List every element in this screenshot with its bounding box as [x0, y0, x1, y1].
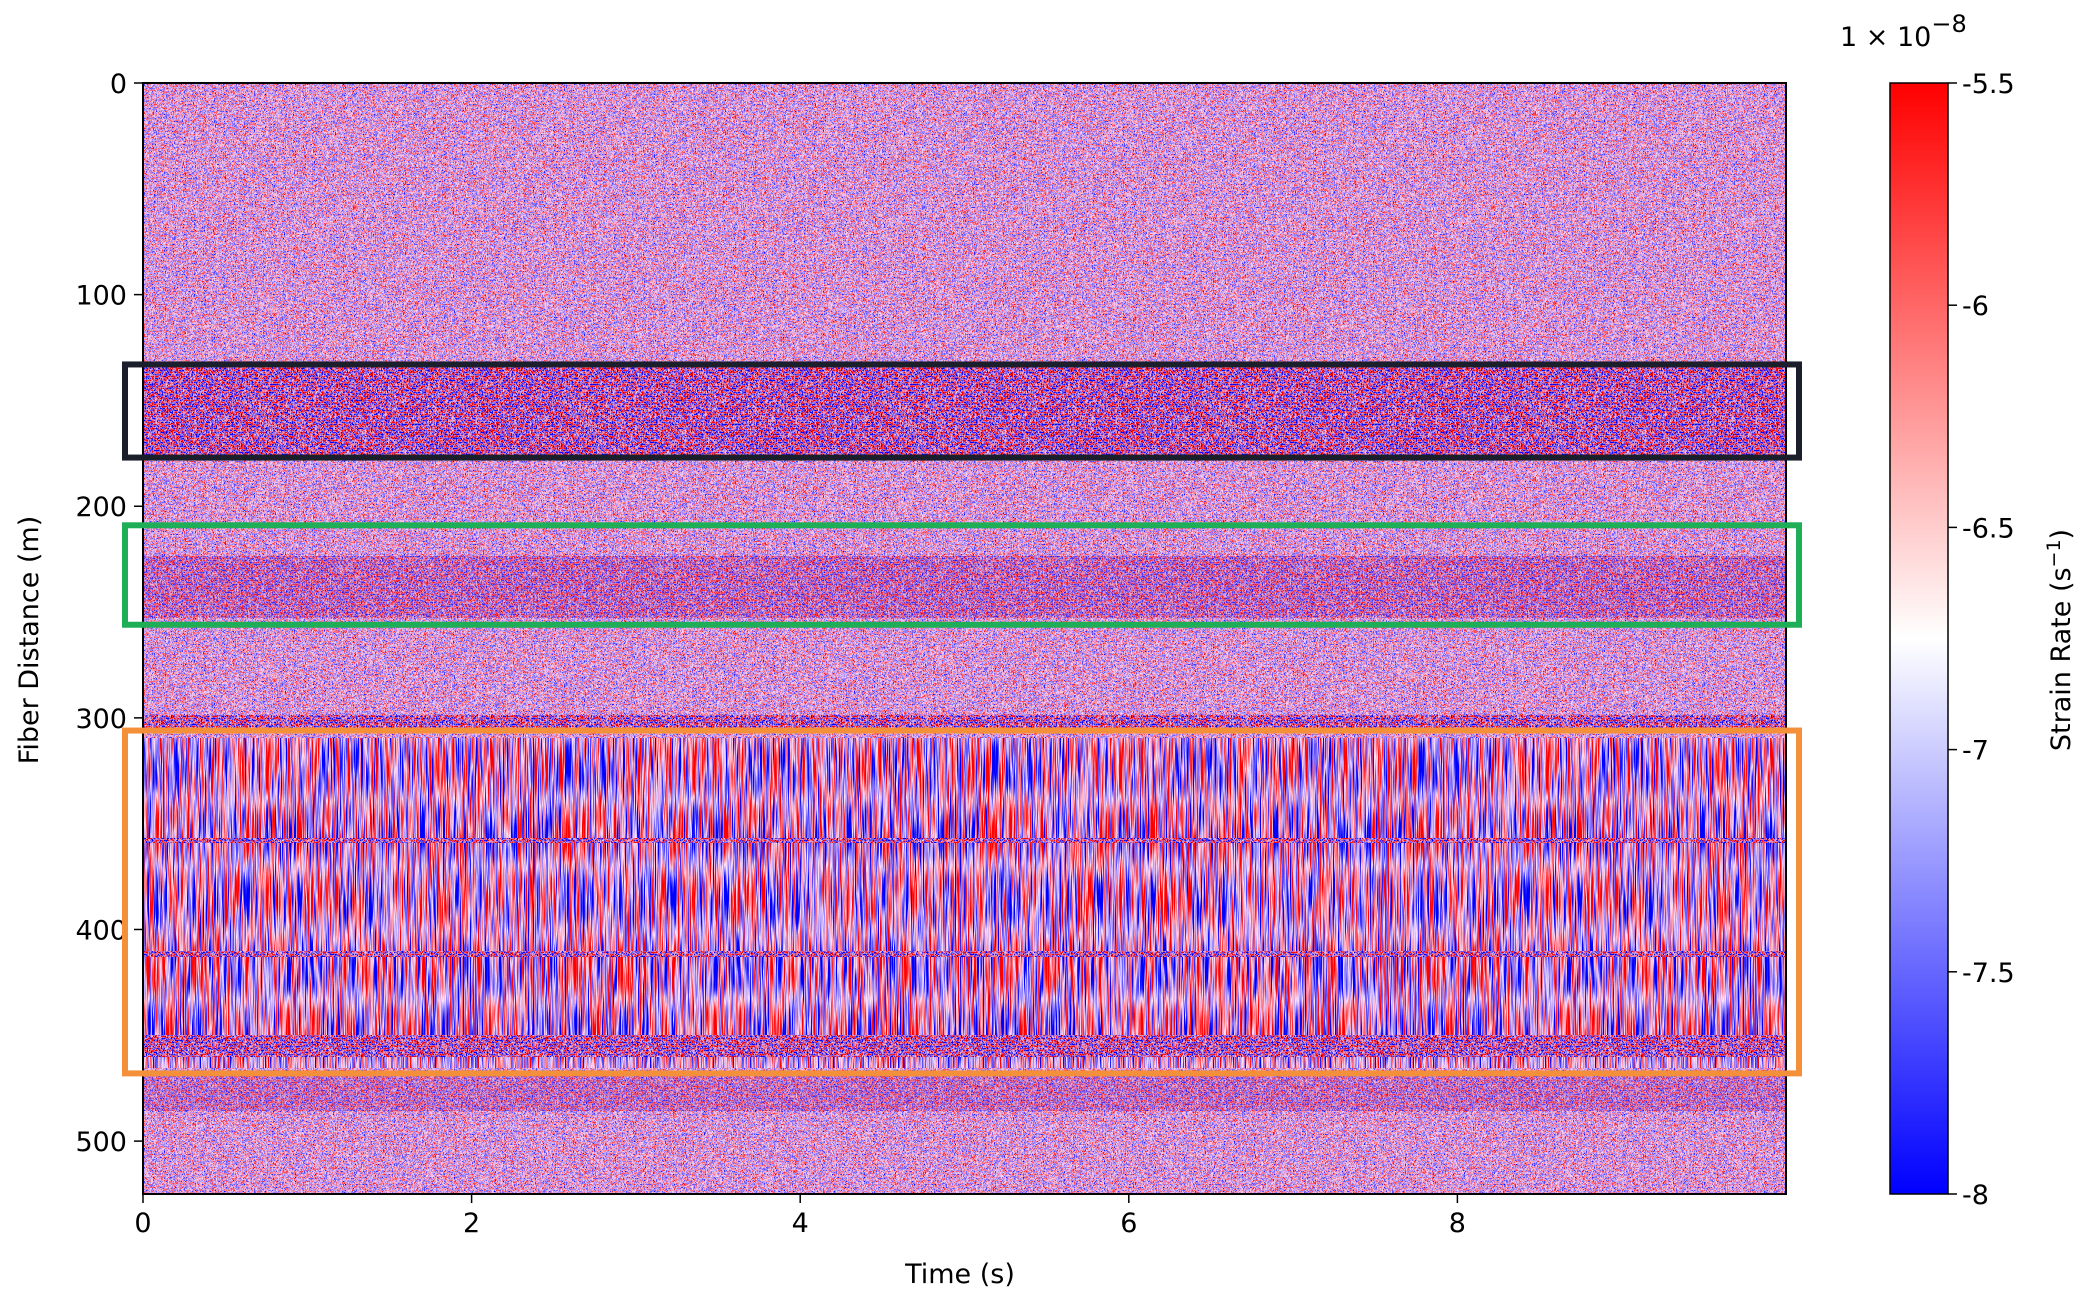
- y-tick-label: 100: [75, 281, 127, 312]
- y-axis-label: Fiber Distance (m): [14, 516, 45, 765]
- colorbar-offset: 1 × 10−8: [1840, 10, 1967, 53]
- x-axis-label: Time (s): [904, 1259, 1015, 1290]
- colorbar-tick-label: -7.5: [1962, 958, 2015, 989]
- offset-exponent: −8: [1931, 10, 1966, 38]
- y-tick-label: 200: [75, 492, 127, 523]
- x-tick-label: 6: [1120, 1208, 1137, 1239]
- colorbar-tick-label: -5.5: [1962, 69, 2015, 100]
- colorbar-label-text: Strain Rate (s: [2046, 567, 2077, 751]
- colorbar-label: Strain Rate (s−1): [2043, 529, 2077, 751]
- plot-frame: [142, 82, 1787, 1195]
- x-tick-label: 0: [134, 1208, 151, 1239]
- y-tick-label: 0: [110, 69, 127, 100]
- x-tick-label: 8: [1449, 1208, 1466, 1239]
- highlight-box: [122, 727, 1802, 1077]
- colorbar-tick-label: -8: [1962, 1180, 1989, 1211]
- colorbar: [1889, 82, 1949, 1195]
- offset-base: 1 × 10: [1840, 22, 1931, 53]
- highlight-box: [122, 522, 1802, 628]
- colorbar-tick-label: -7: [1962, 736, 1989, 767]
- x-tick-label: 2: [463, 1208, 480, 1239]
- y-tick-label: 400: [75, 915, 127, 946]
- colorbar-label-exponent: −1: [2043, 539, 2065, 567]
- colorbar-label-close: ): [2046, 529, 2077, 540]
- heatmap-texture: [143, 83, 1786, 1194]
- y-tick-label: 500: [75, 1127, 127, 1158]
- colorbar-tick-label: -6.5: [1962, 513, 2015, 544]
- colorbar-tick-label: -6: [1962, 291, 1989, 322]
- y-tick-label: 300: [75, 704, 127, 735]
- highlight-box: [122, 361, 1802, 461]
- x-tick-label: 4: [792, 1208, 809, 1239]
